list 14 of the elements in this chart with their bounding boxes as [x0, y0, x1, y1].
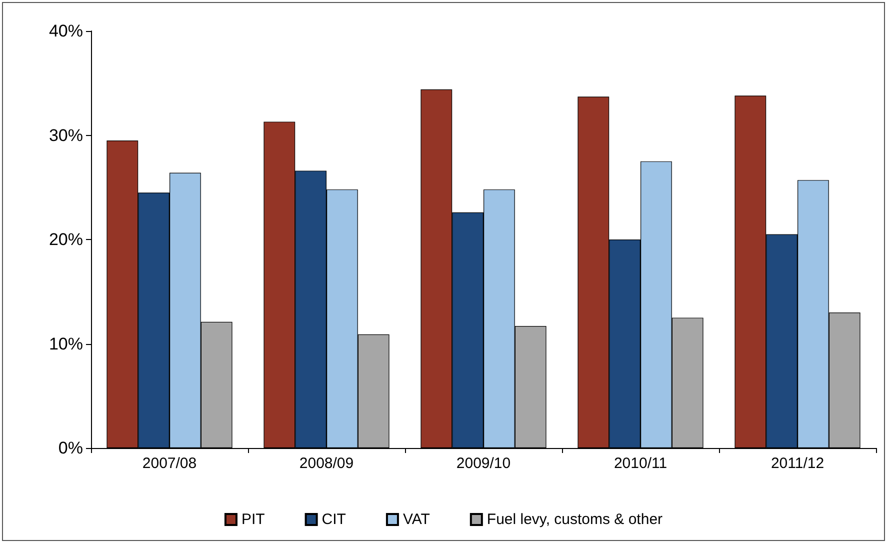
y-tick-label: 20% [48, 230, 83, 249]
y-tick-label: 0% [58, 438, 83, 458]
legend-label: PIT [241, 511, 265, 528]
legend-label: VAT [402, 511, 430, 528]
x-tick-label: 2010/11 [614, 455, 668, 472]
y-tick-label: 30% [48, 126, 83, 145]
legend-label: CIT [322, 511, 346, 528]
x-tick-label: 2011/12 [770, 455, 824, 472]
y-tick-label: 10% [48, 334, 83, 354]
y-tick-label: 40% [48, 22, 83, 40]
x-tick-label: 2009/10 [456, 455, 511, 472]
x-tick-label: 2008/09 [299, 455, 354, 472]
x-tick-label: 2007/08 [142, 455, 197, 472]
legend-label: Fuel levy, customs & other [486, 511, 663, 528]
